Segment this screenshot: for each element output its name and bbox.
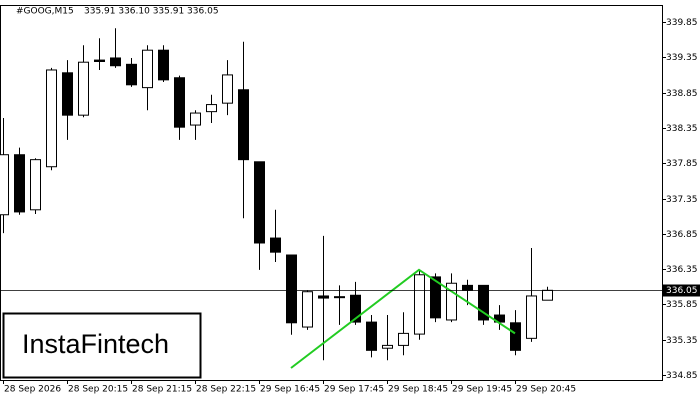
candle-body (334, 296, 345, 299)
candle-body (446, 282, 457, 321)
candle-body (526, 295, 537, 339)
candle-body (510, 322, 521, 351)
y-tick-label: 337.85 (666, 159, 698, 169)
candle-body (462, 284, 473, 291)
candle-body (398, 332, 409, 346)
candle-body (158, 49, 169, 81)
candle-body (174, 77, 185, 128)
ohlc-label: 335.91 336.10 335.91 336.05 (84, 7, 219, 17)
y-tick-label: 335.35 (666, 336, 698, 346)
x-tick-label: 29 Sep 17:45 (324, 385, 384, 395)
pattern-line (290, 268, 516, 369)
watermark-box (2, 312, 202, 379)
x-tick-label: 28 Sep 21:15 (132, 385, 192, 395)
candle-body (254, 161, 265, 244)
current-price-box (663, 284, 700, 297)
x-tick-label: 28 Sep 2026 (4, 385, 61, 395)
y-tick-label: 338.85 (666, 89, 698, 99)
candle-body (414, 274, 425, 335)
y-tick-label: 339.35 (666, 53, 698, 63)
x-tick-label: 29 Sep 18:45 (388, 385, 448, 395)
candle-body (430, 276, 441, 319)
x-tick-label: 28 Sep 20:15 (68, 385, 128, 395)
y-tick-label: 334.85 (666, 371, 698, 381)
candle-body (382, 344, 393, 349)
candle-body (542, 289, 553, 301)
candle-body (190, 112, 201, 126)
candle-body (78, 61, 89, 116)
y-tick-label: 338.35 (666, 124, 698, 134)
x-tick-label: 29 Sep 16:45 (260, 385, 320, 395)
candle-body (222, 74, 233, 104)
y-tick-label: 336.35 (666, 265, 698, 275)
symbol-label: #GOOG,M15 (16, 7, 74, 17)
candle-body (286, 254, 297, 324)
candle-body (46, 69, 57, 168)
candle-body (110, 57, 121, 67)
candle-body (366, 321, 377, 351)
candle-body (270, 237, 281, 253)
y-tick-label: 336.85 (666, 230, 698, 240)
candle-body (350, 294, 361, 323)
candle-body (30, 159, 41, 211)
x-tick-label: 29 Sep 19:45 (452, 385, 512, 395)
candle-body (142, 49, 153, 89)
y-tick-label: 335.85 (666, 300, 698, 310)
candle-body (302, 291, 313, 328)
y-tick-label: 337.35 (666, 195, 698, 205)
candle-body (478, 284, 489, 321)
y-tick-label: 339.85 (666, 18, 698, 28)
candle-body (318, 295, 329, 299)
watermark: InstaFintech (22, 329, 169, 359)
candle-body (238, 89, 249, 161)
candle-body (94, 59, 105, 62)
candle-body (126, 63, 137, 86)
candle-body (206, 104, 217, 113)
candle-body (0, 154, 9, 216)
current-price-label: 336.05 (666, 286, 698, 296)
x-tick-label: 29 Sep 20:45 (516, 385, 576, 395)
candle-body (14, 154, 25, 213)
candle-body (62, 72, 73, 116)
x-tick-label: 28 Sep 22:15 (196, 385, 256, 395)
